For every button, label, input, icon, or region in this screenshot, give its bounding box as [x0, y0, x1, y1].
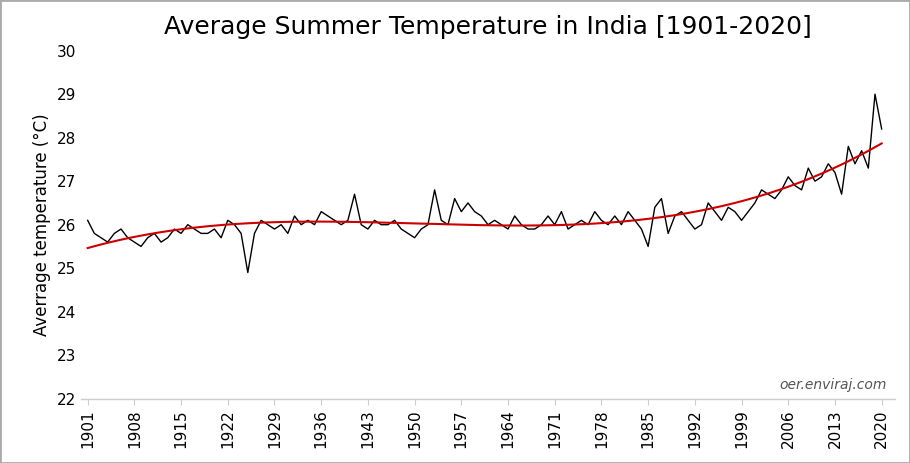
Text: oer.enviraj.com: oer.enviraj.com — [780, 378, 887, 392]
Y-axis label: Averrage temperature (°C): Averrage temperature (°C) — [33, 113, 51, 336]
Title: Average Summer Temperature in India [1901-2020]: Average Summer Temperature in India [190… — [164, 15, 812, 39]
